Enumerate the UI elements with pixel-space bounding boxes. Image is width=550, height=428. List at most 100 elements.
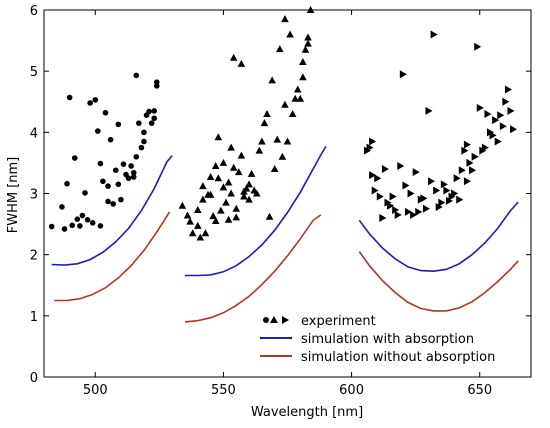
- x-tick-label: 650: [467, 383, 492, 398]
- y-tick-label: 4: [30, 126, 38, 141]
- experiment-point-circle: [71, 155, 78, 161]
- experiment-point-triangle-right: [463, 140, 471, 149]
- experiment-point-circle: [89, 220, 96, 226]
- experiment-point-triangle-up: [237, 59, 246, 67]
- experiment-point-triangle-up: [206, 172, 215, 180]
- experiment-point-triangle-right: [466, 158, 474, 167]
- experiment-point-triangle-right: [489, 131, 497, 140]
- experiment-point-circle: [136, 120, 142, 126]
- y-tick-label: 0: [30, 371, 38, 386]
- experiment-point-triangle-right: [445, 196, 453, 205]
- experiment-point-triangle-right: [461, 146, 469, 155]
- experiment-point-triangle-right: [471, 152, 479, 161]
- legend-triangle-up-marker: [270, 316, 278, 323]
- experiment-point-triangle-up: [201, 229, 210, 237]
- y-tick-label: 3: [30, 188, 38, 203]
- experiment-point-triangle-right: [399, 70, 407, 79]
- experiment-point-triangle-up: [268, 76, 276, 84]
- experiment-point-triangle-up: [299, 73, 307, 81]
- experiment-point-circle: [64, 180, 70, 187]
- experiment-point-circle: [133, 154, 140, 160]
- experiment-point-triangle-up: [183, 211, 192, 219]
- legend: experiment simulation with absorption si…: [260, 314, 495, 365]
- experiment-point-triangle-right: [415, 207, 423, 216]
- experiment-point-triangle-up: [278, 152, 287, 160]
- experiment-point-circle: [97, 223, 104, 229]
- experiment-point-triangle-up: [276, 45, 284, 53]
- legend-label-with-absorption: simulation with absorption: [301, 332, 474, 347]
- experiment-point-circle: [95, 128, 101, 134]
- experiment-point-triangle-up: [255, 146, 264, 154]
- experiment-point-triangle-up: [186, 217, 194, 225]
- experiment-point-circle: [74, 216, 81, 222]
- experiment-point-triangle-right: [369, 137, 377, 146]
- experiment-point-circle: [105, 183, 111, 189]
- experiment-point-circle: [133, 72, 140, 79]
- experiment-point-triangle-right: [369, 171, 377, 180]
- experiment-point-triangle-right: [456, 195, 464, 204]
- experiment-point-circle: [79, 212, 86, 219]
- experiment-point-triangle-up: [199, 182, 207, 190]
- experiment-point-circle: [97, 160, 104, 167]
- experiment-point-triangle-right: [497, 111, 505, 120]
- experiment-point-triangle-right: [435, 202, 443, 211]
- experiment-point-triangle-up: [193, 221, 202, 229]
- experiment-point-triangle-up: [229, 53, 238, 61]
- experiment-point-triangle-right: [394, 210, 402, 219]
- experiment-point-triangle-up: [247, 169, 256, 177]
- simulation-curves: [51, 145, 519, 323]
- experiment-point-triangle-up: [288, 109, 297, 117]
- experiment-point-triangle-up: [242, 184, 251, 192]
- experiment-point-triangle-right: [392, 206, 400, 215]
- experiment-point-triangle-right: [451, 189, 459, 198]
- experiment-point-triangle-right: [433, 186, 441, 195]
- experiment-point-triangle-up: [304, 39, 312, 47]
- experiment-point-triangle-up: [209, 212, 217, 220]
- experiment-point-triangle-right: [484, 109, 492, 118]
- experiment-point-triangle-up: [232, 204, 241, 212]
- experiment-point-triangle-up: [286, 30, 294, 38]
- legend-label-experiment: experiment: [301, 314, 376, 329]
- experiment-point-triangle-up: [296, 94, 305, 102]
- y-axis-title: FWHM [nm]: [6, 157, 21, 234]
- experiment-point-triangle-right: [502, 97, 510, 106]
- experiment-point-triangle-right: [481, 143, 489, 152]
- experiment-point-triangle-up: [273, 135, 282, 143]
- experiment-point-triangle-right: [428, 177, 436, 186]
- experiment-point-triangle-up: [281, 15, 289, 23]
- experiment-point-circle: [141, 129, 147, 136]
- experiment-point-circle: [153, 83, 160, 89]
- experiment-point-circle: [59, 204, 65, 210]
- experiment-point-circle: [107, 136, 114, 143]
- experiment-point-circle: [77, 223, 83, 229]
- experiment-point-triangle-up: [281, 100, 289, 108]
- experiment-point-circle: [118, 196, 124, 203]
- experiment-point-triangle-up: [206, 190, 215, 198]
- experiment-point-circle: [102, 109, 109, 116]
- experiment-point-triangle-up: [224, 215, 233, 223]
- experiment-point-triangle-right: [476, 103, 484, 112]
- experiment-point-circle: [151, 108, 158, 114]
- experiment-point-triangle-right: [407, 189, 415, 198]
- legend-label-without-absorption: simulation without absorption: [301, 350, 495, 365]
- experiment-point-circle: [69, 222, 75, 229]
- experiment-point-circle: [138, 144, 145, 151]
- experiment-point-circle: [146, 108, 152, 115]
- x-tick-label: 600: [339, 383, 364, 398]
- experiment-point-circle: [82, 190, 88, 196]
- experiment-point-circle: [128, 163, 134, 169]
- experiment-point-triangle-up: [237, 151, 246, 159]
- legend-triangle-right-marker: [282, 316, 289, 324]
- experiment-point-triangle-up: [232, 213, 241, 221]
- y-tick-label: 6: [30, 4, 38, 19]
- experiment-point-circle: [120, 161, 127, 167]
- experiment-point-circle: [115, 181, 122, 188]
- experiment-point-triangle-right: [438, 198, 446, 207]
- experiment-point-triangle-up: [219, 158, 228, 166]
- experiment-points: [48, 6, 518, 241]
- experiment-point-circle: [148, 120, 155, 126]
- experiment-point-triangle-right: [463, 177, 471, 186]
- experiment-point-circle: [130, 174, 137, 180]
- experiment-point-triangle-up: [224, 178, 233, 186]
